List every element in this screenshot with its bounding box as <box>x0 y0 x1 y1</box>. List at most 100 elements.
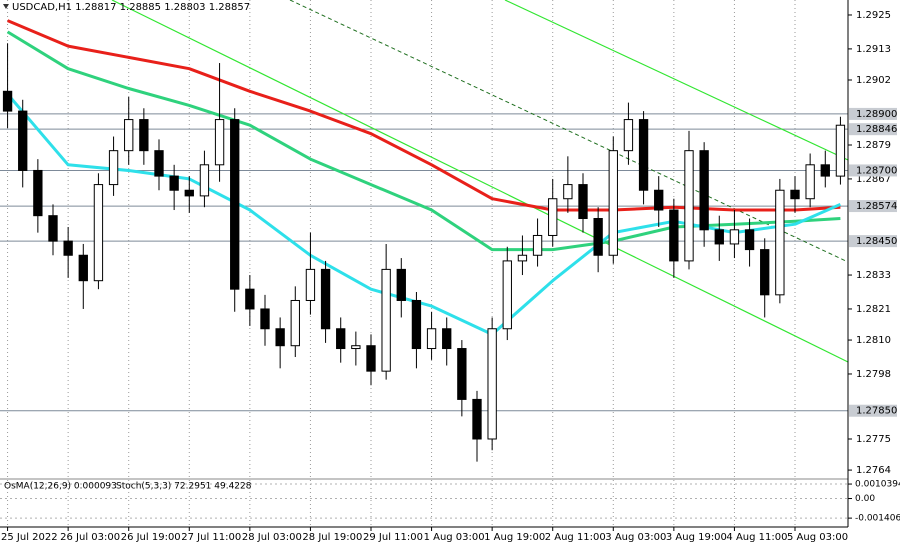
oscillator-panel: 0.0010394 0.00 -0.001406 OsMA(12,26,9) 0.00… <box>0 480 900 524</box>
candle-body <box>305 268 316 301</box>
y-tick-label: 1.2821 <box>856 304 891 315</box>
x-tick-label: 27 Jul 11:00 <box>181 532 241 543</box>
candle-body <box>260 308 270 330</box>
candle-body <box>502 260 512 330</box>
candle-body <box>108 150 119 186</box>
candle-body <box>18 110 28 171</box>
trend-line <box>111 0 849 363</box>
candle-body <box>320 268 331 330</box>
price-level-box <box>849 164 897 177</box>
y-tick-label: 1.2810 <box>856 335 891 346</box>
candle-body <box>169 175 179 191</box>
y-tick-label: 1.2833 <box>856 270 891 281</box>
candle-body <box>608 150 618 256</box>
x-tick-label: 2 Aug 11:00 <box>545 532 606 543</box>
trend-line <box>504 0 849 161</box>
price-level-box <box>849 404 897 417</box>
candle-body <box>33 169 43 217</box>
trend-midline <box>289 0 849 263</box>
candle-body <box>184 189 194 197</box>
x-tick-label: 26 Jul 19:00 <box>121 532 181 543</box>
y-tick-label: 1.2775 <box>856 434 891 445</box>
y-tick-label: 1.2879 <box>856 140 891 151</box>
osc-tick-label: 0.0010394 <box>855 480 900 490</box>
candle-body <box>442 328 452 350</box>
price-level-box <box>849 200 897 213</box>
candle-body <box>532 234 543 256</box>
x-tick-label: 26 Jul 03:00 <box>60 532 120 543</box>
candle-body <box>487 328 497 440</box>
candle-body <box>93 184 104 282</box>
x-tick-label: 3 Aug 19:00 <box>666 532 727 543</box>
price-level-box <box>849 123 897 136</box>
candle-body <box>805 164 815 200</box>
candle-body <box>593 218 603 256</box>
candle-body <box>2 90 13 112</box>
price-level-box <box>849 107 897 120</box>
price-axis: 1.2925 1.2913 1.2902 1.2879 1.2867 1.2833 1.28… <box>848 10 897 476</box>
candle-body <box>124 119 134 152</box>
price-level-label: 1.28574 <box>856 201 897 212</box>
x-tick-label: 28 Jul 19:00 <box>302 532 362 543</box>
price-level-label: 1.27850 <box>856 406 897 417</box>
price-level-label: 1.28846 <box>856 124 897 135</box>
candle-body <box>744 229 755 251</box>
indicator-label: Stoch(5,3,3) 72.2951 49.4228 <box>116 482 252 492</box>
x-tick-label: 29 Jul 11:00 <box>363 532 423 543</box>
osc-tick-label: 0.00 <box>855 494 875 504</box>
candle-body <box>214 119 225 166</box>
candle-body <box>623 119 634 152</box>
y-tick-label: 1.2764 <box>856 465 891 476</box>
candle-body <box>578 184 588 220</box>
y-tick-label: 1.2913 <box>856 44 891 55</box>
x-tick-label: 25 Jul 2022 <box>1 532 58 543</box>
candle-body <box>290 299 300 347</box>
candle-body <box>245 288 255 310</box>
candle-body <box>563 184 573 200</box>
candle-body <box>230 119 240 290</box>
candle-body <box>381 268 391 372</box>
candle-body <box>472 398 482 440</box>
moving-average <box>6 93 841 336</box>
candle-body <box>199 164 210 197</box>
candle-body <box>835 124 846 177</box>
x-tick-label: 1 Aug 03:00 <box>424 532 485 543</box>
candle-body <box>729 229 740 245</box>
candle-body <box>684 150 694 262</box>
candle-body <box>275 328 285 347</box>
moving-average <box>6 30 841 252</box>
candle-body <box>669 209 679 262</box>
candle-body <box>411 299 422 350</box>
x-tick-label: 1 Aug 19:00 <box>484 532 545 543</box>
candle-body <box>139 119 149 152</box>
moving-average <box>7 19 841 212</box>
price-level-label: 1.28450 <box>856 236 897 247</box>
candle-body <box>775 189 785 296</box>
x-tick-label: 5 Aug 03:00 <box>787 532 848 543</box>
candle-body <box>78 254 88 282</box>
candle-body <box>336 328 346 350</box>
y-tick-label: 1.2902 <box>856 75 891 86</box>
price-axis-bg <box>848 0 900 546</box>
candle-body <box>790 189 800 200</box>
moving-averages <box>6 19 841 336</box>
candle-body <box>366 345 376 372</box>
candle-body <box>396 268 406 301</box>
candle-body <box>638 119 649 191</box>
candle-body <box>63 240 73 256</box>
price-level-label: 1.28900 <box>856 109 897 120</box>
x-tick-label: 3 Aug 03:00 <box>605 532 666 543</box>
time-axis: 25 Jul 2022 26 Jul 03:00 26 Jul 19:00 27 Ju… <box>1 527 848 543</box>
candle-body <box>760 249 770 296</box>
price-level-label: 1.28700 <box>856 165 897 176</box>
title-icon <box>3 4 9 9</box>
candle-body <box>699 150 709 231</box>
candle-body <box>351 345 361 350</box>
candle-body <box>426 328 437 350</box>
candle-body <box>654 189 664 211</box>
candle-body <box>714 229 724 245</box>
y-tick-label: 1.2867 <box>856 174 891 185</box>
y-tick-label: 1.2798 <box>856 369 891 380</box>
candle-body <box>457 348 467 400</box>
